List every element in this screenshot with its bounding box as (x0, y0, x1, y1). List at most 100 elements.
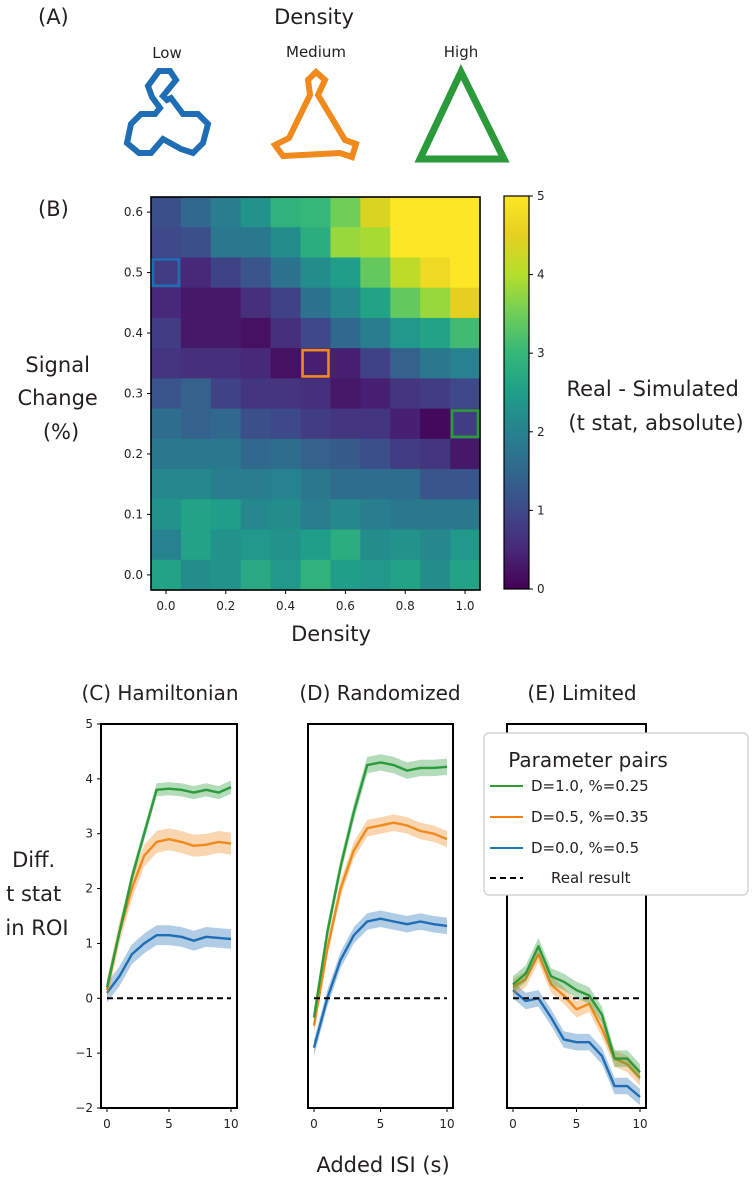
lines-x-axis-label: Added ISI (s) (316, 1153, 449, 1177)
heatmap-cell (210, 287, 242, 319)
panel-b-label: (B) (38, 197, 69, 221)
heatmap-cell (270, 438, 302, 470)
lines-y-axis-label: Diff. t stat in ROI (5, 848, 68, 940)
panel-d-title: (D) Randomized (299, 681, 460, 705)
heatmap-y-tick-label: 0.4 (124, 326, 143, 340)
panel-a-label: (A) (38, 5, 69, 29)
heatmap-cell (420, 378, 451, 410)
heatmap-cell (240, 559, 272, 591)
heatmap-x-ticks: 0.0 0.2 0.4 0.6 0.8 1.0 (156, 590, 475, 613)
heatmap-cell (420, 287, 451, 319)
heatmap-y-axis-label-line1: Signal (25, 353, 90, 377)
heatmap-cell (450, 438, 481, 470)
medium-density-shape (270, 67, 360, 161)
heatmap-cell (180, 499, 212, 531)
colorbar-ticks: 0 1 2 3 4 5 (529, 189, 545, 596)
lines-y-axis-label-line1: Diff. (12, 848, 55, 872)
panel-limited: 0 5 10 (506, 723, 648, 1131)
colorbar-tick-label: 2 (537, 425, 545, 439)
heatmap-cell (180, 438, 212, 470)
highlight-cell-1 (301, 348, 330, 378)
heatmap-cell (420, 499, 451, 531)
heatmap-cell (180, 227, 212, 259)
hamiltonian-y-tick-label: 4 (85, 772, 93, 786)
heatmap-cell (450, 287, 481, 319)
heatmap-cell (270, 317, 302, 349)
heatmap-cell (151, 197, 182, 228)
heatmap-cell (360, 378, 391, 410)
heatmap-x-tick-label: 0.6 (336, 599, 355, 613)
colorbar-tick-label: 0 (537, 582, 545, 596)
heatmap-y-tick-label: 0.2 (124, 447, 143, 461)
limited-band-green (513, 937, 640, 1081)
heatmap-x-axis-label: Density (291, 622, 371, 646)
heatmap-cell (210, 469, 242, 500)
heatmap-x-tick-label: 0.0 (156, 599, 175, 613)
heatmap-cell (330, 559, 361, 591)
heatmap-y-axis-label-line3: (%) (43, 420, 79, 444)
limited-x-tick-label: 10 (632, 1117, 647, 1131)
heatmap-cell (180, 287, 212, 319)
hamiltonian-y-tick-label: 5 (85, 717, 93, 731)
heatmap-cell (210, 348, 242, 379)
heatmap-cell (151, 559, 182, 591)
heatmap-cell (420, 197, 451, 228)
heatmap-cell (390, 197, 421, 228)
legend: Parameter pairs D=1.0, %=0.25 D=0.5, %=0… (483, 732, 749, 896)
heatmap-cell (390, 529, 421, 561)
randomized-line-green (312, 761, 448, 1018)
heatmap-cell (210, 408, 242, 440)
heatmap-cell (151, 227, 182, 259)
heatmap-cell (300, 227, 332, 259)
heatmap-cell (180, 197, 212, 228)
heatmap-cell (450, 317, 481, 349)
heatmap-cell (240, 408, 272, 440)
heatmap-cell (210, 227, 242, 259)
colorbar (503, 195, 530, 590)
heatmap-cell (360, 529, 391, 561)
heatmap-cell (240, 348, 272, 379)
randomized-line-orange (312, 821, 448, 1026)
heatmap-highlights (151, 258, 480, 439)
heatmap-cell (360, 408, 391, 440)
panel-e-title: (E) Limited (527, 681, 636, 705)
heatmap-cell (360, 287, 391, 319)
heatmap-cell (151, 438, 182, 470)
heatmap-cell (360, 499, 391, 531)
heatmap-cell (360, 317, 391, 349)
heatmap-cell (240, 287, 272, 319)
heatmap-cell (270, 469, 302, 500)
heatmap-cell (210, 499, 242, 531)
hamiltonian-x-tick-label: 0 (103, 1117, 111, 1131)
heatmap-cell (270, 559, 302, 591)
colorbar-label: Real - Simulated (t stat, absolute) (566, 377, 745, 435)
colorbar-tick-label: 1 (537, 503, 545, 517)
heatmap-cell (151, 348, 182, 379)
heatmap-cell (330, 227, 361, 259)
heatmap-cell (270, 529, 302, 561)
heatmap-cell (270, 227, 302, 259)
heatmap-cell (210, 378, 242, 410)
heatmap-cell (210, 197, 242, 228)
heatmap-y-axis-label-line2: Change (17, 386, 97, 410)
heatmap-cell (420, 438, 451, 470)
shape-high-label: High (444, 43, 478, 61)
highlight-cell-2 (450, 409, 480, 439)
legend-entry-green: D=1.0, %=0.25 (531, 777, 649, 795)
hamiltonian-line-orange (105, 838, 232, 991)
shape-low-label: Low (152, 44, 182, 62)
heatmap-cell (330, 197, 361, 228)
heatmap-cell (420, 559, 451, 591)
heatmap-cell (151, 378, 182, 410)
heatmap-cell (300, 529, 332, 561)
heatmap-cell (300, 469, 332, 500)
heatmap-y-axis-label: Signal Change (%) (17, 353, 104, 444)
limited-x-tick-label: 5 (573, 1117, 581, 1131)
heatmap-cell (270, 257, 302, 289)
hamiltonian-y-tick-label: 3 (85, 827, 93, 841)
heatmap-cell (151, 257, 182, 289)
heatmap-cell (240, 257, 272, 289)
heatmap-cell (330, 378, 361, 410)
heatmap-cell (450, 529, 481, 561)
